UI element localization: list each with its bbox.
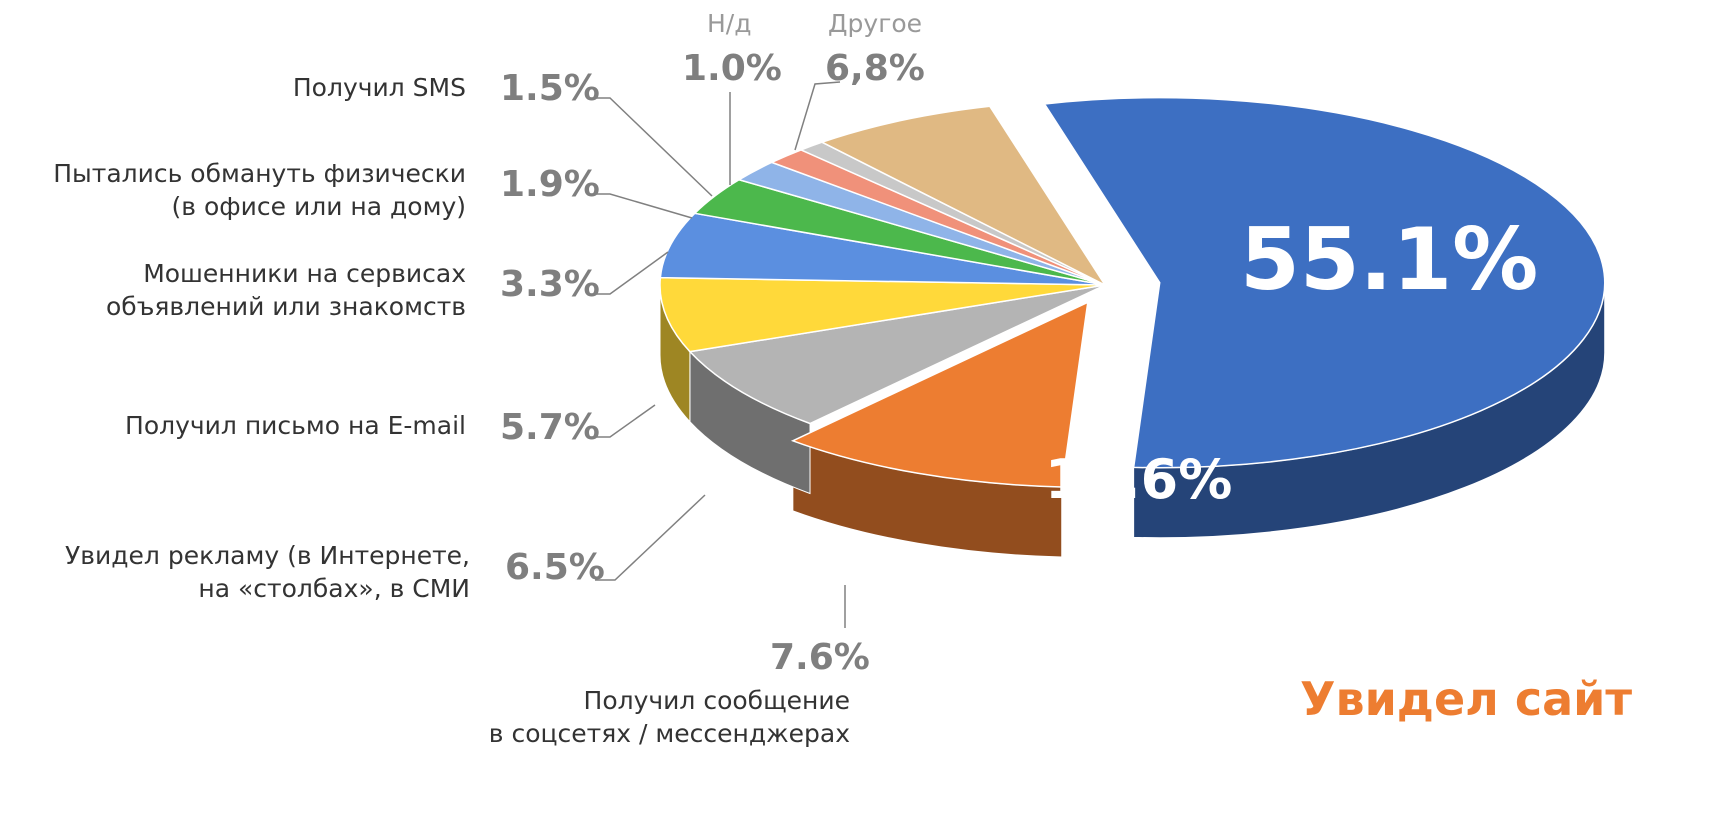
value-label: 3.3% bbox=[500, 264, 600, 305]
category-label: Пытались обмануть физически (в офисе или… bbox=[53, 159, 466, 221]
category-label: Н/д bbox=[707, 9, 752, 38]
leader-line bbox=[590, 404, 656, 438]
value-label: 1.9% bbox=[500, 164, 600, 205]
slice bbox=[820, 105, 1108, 287]
category-label: Получил письмо на E-mail bbox=[125, 411, 466, 440]
value-label: 55.1% bbox=[1240, 210, 1539, 310]
slice bbox=[790, 301, 1089, 488]
category-label: Другое bbox=[828, 9, 923, 38]
value-label: 7.6% bbox=[770, 637, 870, 678]
value-label: 5.7% bbox=[500, 407, 600, 448]
leader-line bbox=[595, 494, 706, 581]
category-label: Мошенники на сервисах объявлений или зна… bbox=[106, 259, 466, 321]
category-label: Увидел рекламу (в Интернете, на «столбах… bbox=[65, 541, 470, 603]
leader-line bbox=[590, 251, 669, 295]
value-label: 6.5% bbox=[505, 547, 605, 588]
value-label: 1.5% bbox=[500, 68, 600, 109]
value-label: 6,8% bbox=[825, 48, 925, 89]
leader-line bbox=[590, 97, 713, 197]
slice bbox=[1043, 96, 1606, 469]
value-label: 1.0% bbox=[682, 48, 782, 89]
slice bbox=[659, 212, 1106, 286]
category-label: Получил сообщение в соцсетях / мессендже… bbox=[488, 686, 850, 748]
value-label: 10.6% bbox=[1045, 448, 1233, 511]
leader-line bbox=[794, 81, 841, 151]
slice bbox=[688, 284, 1106, 425]
category-label: Получил SMS bbox=[292, 73, 466, 102]
category-label: Увидел сайт bbox=[1300, 672, 1633, 726]
slice bbox=[659, 276, 1106, 353]
leader-line bbox=[590, 193, 693, 219]
